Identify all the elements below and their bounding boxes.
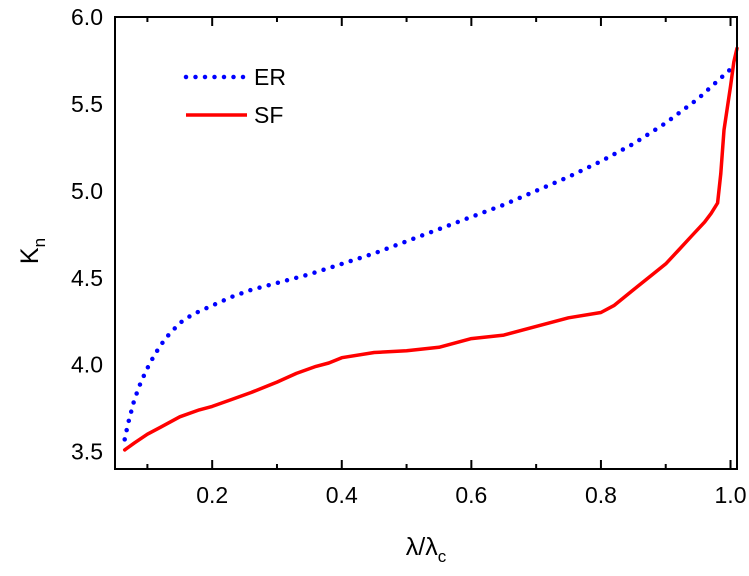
series-line-er <box>122 66 733 442</box>
plot-frame <box>114 16 738 470</box>
series-layer <box>122 46 739 452</box>
y-axis-title-main: K <box>16 247 44 264</box>
y-tick-label: 3.5 <box>71 439 103 465</box>
x-tick-label: 0.6 <box>455 482 487 508</box>
x-tick-label: 0.2 <box>196 482 228 508</box>
x-axis-title: λ/λc <box>406 533 447 566</box>
x-axis-title-main: λ/λ <box>406 533 438 561</box>
legend-label-sf: SF <box>254 102 283 128</box>
y-tick-label: 4.5 <box>71 265 103 291</box>
y-tick-label: 4.0 <box>71 352 103 378</box>
y-tick-label: 5.5 <box>71 91 103 117</box>
x-tick-label: 1.0 <box>715 482 747 508</box>
tick-layer: 0.2 0.4 0.6 0.8 1.0 3.5 4.0 4.5 5.0 5.5 6.0 <box>71 4 746 508</box>
legend-label-er: ER <box>254 64 286 90</box>
series-line-sf <box>122 46 739 452</box>
legend: ER SF <box>183 64 286 128</box>
y-axis-title: Kn <box>16 238 49 264</box>
y-tick-label: 5.0 <box>71 178 103 204</box>
x-axis-title-sub: c <box>438 547 447 566</box>
x-tick-label: 0.4 <box>326 482 358 508</box>
x-tick-label: 0.8 <box>585 482 617 508</box>
y-axis-title-sub: n <box>30 238 49 247</box>
y-tick-label: 6.0 <box>71 4 103 30</box>
